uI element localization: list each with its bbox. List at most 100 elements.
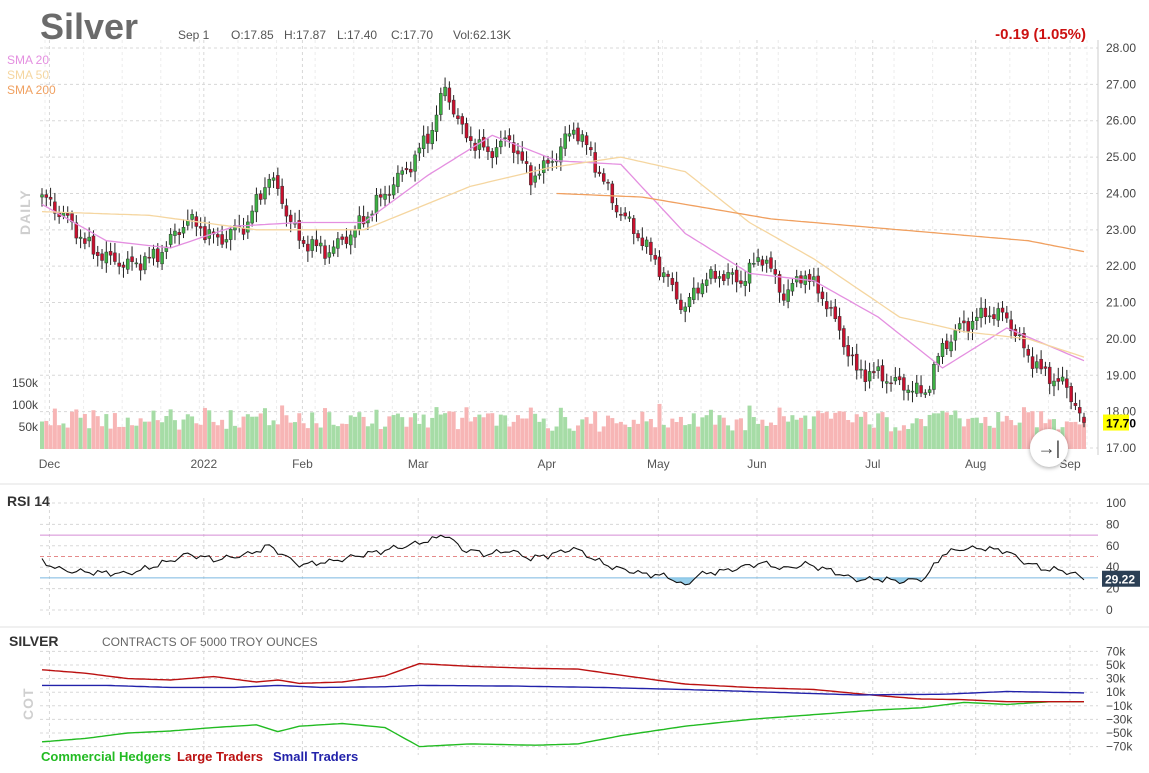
candle-body (700, 283, 705, 295)
volume-bar (657, 403, 662, 449)
price-tick-label: 24.00 (1106, 186, 1136, 200)
volume-bar (292, 422, 297, 449)
volume-bar (485, 413, 490, 449)
candle-body (1035, 361, 1039, 369)
legend-large-traders[interactable]: Large Traders (177, 749, 263, 764)
volume-bar (957, 418, 962, 449)
volume-bar (185, 414, 190, 449)
volume-bar (314, 423, 319, 449)
volume-bar (262, 408, 267, 449)
candle-body (970, 320, 975, 330)
volume-bar (528, 407, 533, 449)
legend-small-traders[interactable]: Small Traders (273, 749, 359, 764)
candle-body (421, 135, 426, 150)
price-tick-label: 26.00 (1106, 114, 1136, 128)
volume-bar (87, 428, 92, 449)
volume-bar (760, 419, 765, 449)
volume-bar (1009, 420, 1014, 449)
candle-body (78, 236, 83, 239)
candle-body (906, 389, 910, 393)
candle-body (181, 227, 186, 234)
candle-body (902, 377, 906, 391)
volume-bar (391, 415, 396, 449)
volume-bar (387, 416, 392, 449)
volume-bar (678, 416, 683, 449)
volume-bar (503, 415, 508, 449)
candle-body (940, 343, 945, 357)
sma-50-legend[interactable]: SMA 50 (7, 68, 50, 82)
volume-bar (340, 423, 345, 449)
volume-bar (859, 416, 864, 449)
candle-body (889, 382, 893, 385)
volume-bar (164, 416, 169, 449)
volume-bar (914, 418, 919, 449)
candle-body (151, 248, 156, 259)
candle-body (627, 216, 632, 219)
candle-body (177, 232, 181, 235)
candle-body (837, 316, 842, 331)
candle-body (739, 280, 743, 284)
volume-bar (417, 423, 422, 449)
volume-bar (181, 419, 186, 449)
candle-body (83, 238, 87, 244)
volume-bar (743, 430, 748, 449)
candle-body (636, 233, 640, 239)
cot-tick-label: 10k (1106, 685, 1126, 699)
large-traders-line (41, 662, 1084, 703)
volume-bar (876, 413, 881, 449)
candle-body (524, 161, 529, 164)
volume-bar (413, 413, 418, 449)
candle-body (876, 366, 880, 371)
volume-bar (631, 419, 636, 449)
candle-body (863, 369, 868, 382)
volume-bar (833, 412, 838, 449)
candle-body (400, 170, 404, 175)
header-date: Sep 1 (178, 28, 210, 42)
candle-body (987, 315, 992, 318)
volume-bar (258, 413, 263, 449)
volume-bar (524, 418, 529, 449)
candle-body (1022, 333, 1026, 349)
volume-bar (425, 427, 430, 449)
cot-title: SILVER (9, 633, 59, 649)
volume-bar (125, 417, 130, 449)
go-to-latest-button[interactable]: →| (1030, 429, 1068, 467)
volume-bar (220, 419, 225, 449)
candle-body (1009, 319, 1013, 332)
volume-bar (884, 417, 889, 449)
volume-bar (751, 417, 756, 449)
candle-body (198, 226, 203, 229)
sma-200-legend[interactable]: SMA 200 (7, 83, 56, 97)
volume-bar (717, 415, 722, 449)
candle-body (1052, 380, 1056, 387)
candle-body (53, 201, 57, 214)
candle-body (494, 147, 499, 158)
volume-bar (889, 431, 894, 449)
volume-bar (91, 410, 96, 449)
volume-bar (537, 421, 542, 449)
volume-bar (1017, 422, 1022, 449)
volume-bar (640, 411, 645, 449)
volume-bar (661, 424, 666, 449)
candle-body (379, 194, 383, 198)
volume-bar (365, 426, 370, 449)
legend-commercial-hedgers[interactable]: Commercial Hedgers (41, 749, 172, 764)
candle-body (1030, 356, 1035, 369)
price-tick-label: 28.00 (1106, 41, 1136, 55)
x-tick-label: Jun (747, 457, 766, 471)
volume-bar (275, 424, 280, 449)
volume-bar (95, 416, 100, 449)
volume-bar (636, 423, 641, 449)
volume-bar (151, 410, 156, 449)
candle-body (276, 175, 280, 189)
candle-body (173, 230, 177, 236)
sma-20-legend[interactable]: SMA 20 (7, 53, 50, 67)
candle-body (773, 269, 778, 275)
volume-bar (40, 421, 44, 449)
candle-body (812, 276, 816, 282)
candle-body (241, 227, 246, 235)
candle-body (932, 364, 936, 390)
candle-body (190, 214, 194, 220)
volume-bar (520, 418, 525, 449)
volume-bar (310, 412, 315, 449)
